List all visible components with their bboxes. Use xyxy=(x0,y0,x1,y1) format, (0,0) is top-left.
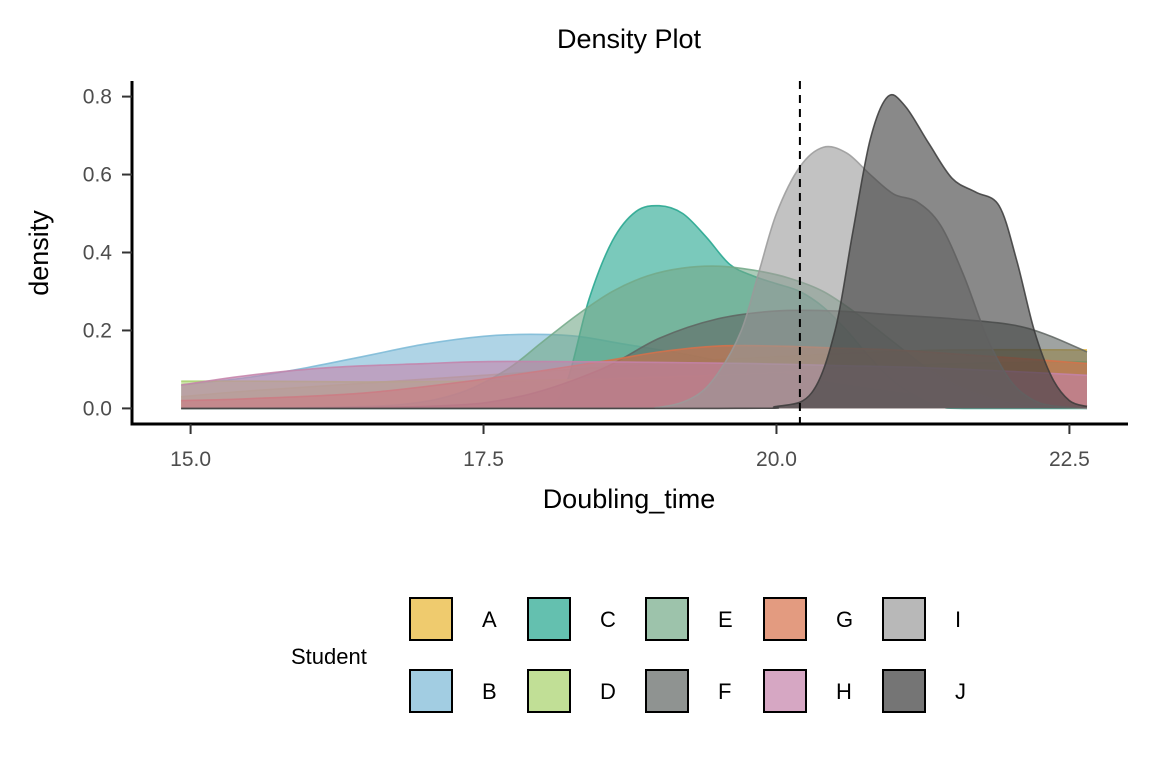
density-curves xyxy=(181,93,1088,410)
x-tick-label: 20.0 xyxy=(756,448,797,471)
legend-item-A: A xyxy=(409,597,497,641)
legend-item-G: G xyxy=(763,597,853,641)
x-tick-label: 17.5 xyxy=(463,448,504,471)
y-tick-label: 0.8 xyxy=(83,86,112,109)
y-tick-label: 0.6 xyxy=(83,164,112,187)
y-axis-title: density xyxy=(24,210,54,296)
legend: Student A B C D E F G H I J xyxy=(291,597,966,713)
legend-item-D: D xyxy=(527,669,616,713)
legend-label-A: A xyxy=(482,607,497,632)
legend-item-E: E xyxy=(645,597,733,641)
x-axis-title: Doubling_time xyxy=(543,484,716,514)
legend-title: Student xyxy=(291,644,367,669)
density-line-J xyxy=(181,93,1088,410)
legend-label-D: D xyxy=(600,679,616,704)
legend-item-J: J xyxy=(882,669,966,713)
y-tick-label: 0.4 xyxy=(83,242,113,265)
legend-item-H: H xyxy=(763,669,852,713)
legend-key-G xyxy=(763,597,807,641)
legend-item-B: B xyxy=(409,669,497,713)
legend-key-J xyxy=(882,669,926,713)
legend-label-F: F xyxy=(718,679,731,704)
density-area-J xyxy=(181,94,1087,409)
legend-item-I: I xyxy=(882,597,961,641)
legend-key-I xyxy=(882,597,926,641)
legend-key-F xyxy=(645,669,689,713)
legend-label-C: C xyxy=(600,607,616,632)
legend-label-G: G xyxy=(836,607,853,632)
y-tick-label: 0.2 xyxy=(83,319,112,342)
legend-label-H: H xyxy=(836,679,852,704)
density-series-J xyxy=(181,93,1088,410)
legend-key-E xyxy=(645,597,689,641)
chart-title: Density Plot xyxy=(557,24,702,54)
legend-item-F: F xyxy=(645,669,731,713)
tick-labels: 15.0 17.5 20.0 22.5 0.0 0.2 0.4 0.6 0.8 xyxy=(83,86,1090,471)
legend-label-B: B xyxy=(482,679,497,704)
x-tick-label: 22.5 xyxy=(1049,448,1090,471)
legend-key-B xyxy=(409,669,453,713)
legend-item-C: C xyxy=(527,597,616,641)
legend-key-C xyxy=(527,597,571,641)
legend-key-A xyxy=(409,597,453,641)
legend-key-D xyxy=(527,669,571,713)
x-tick-label: 15.0 xyxy=(170,448,211,471)
y-tick-label: 0.0 xyxy=(83,397,112,420)
legend-label-I: I xyxy=(955,607,961,632)
legend-label-E: E xyxy=(718,607,733,632)
legend-key-H xyxy=(763,669,807,713)
legend-label-J: J xyxy=(955,679,966,704)
